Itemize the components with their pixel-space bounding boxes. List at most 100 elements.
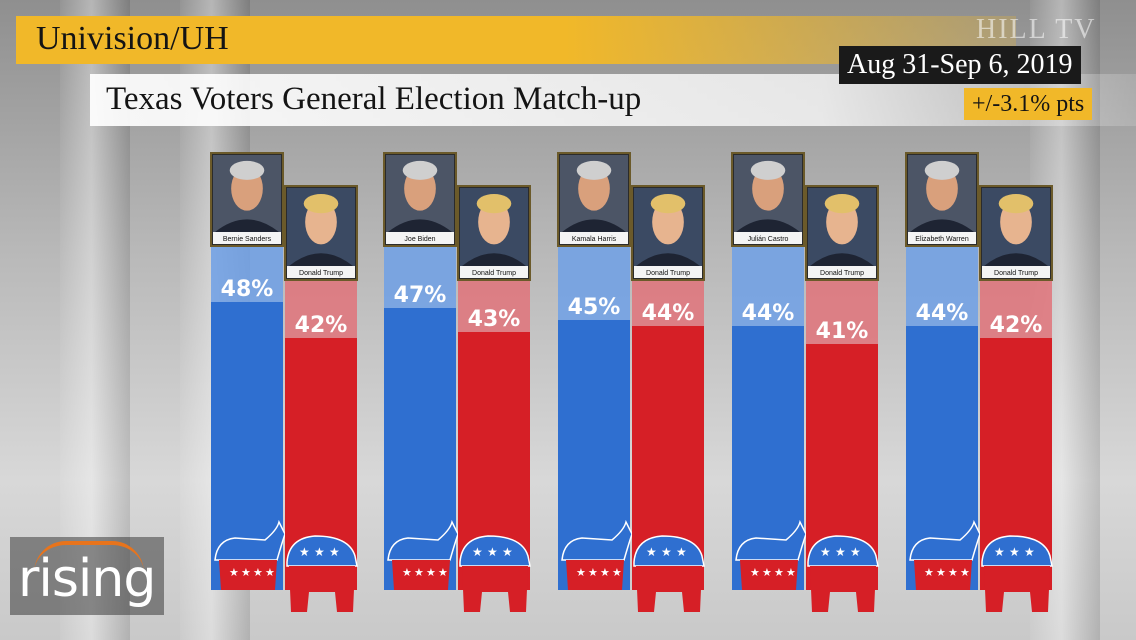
dem-2-portrait: Joe Biden bbox=[383, 152, 457, 247]
dem-1-value-label: 48% bbox=[221, 277, 274, 302]
dem-5-value-label: 44% bbox=[916, 301, 969, 326]
dem-1-name-label: Bernie Sanders bbox=[223, 236, 272, 243]
rep-2-elephant-star: ★ bbox=[472, 545, 483, 559]
dem-5-hair bbox=[924, 160, 960, 180]
rep-3-suit bbox=[636, 253, 700, 266]
dem-1-portrait: Bernie Sanders bbox=[210, 152, 284, 247]
rep-1-elephant-star: ★ bbox=[314, 545, 325, 559]
dem-4-donkey-body bbox=[735, 519, 807, 561]
rep-5-elephant-legs bbox=[984, 566, 1050, 612]
dem-2-donkey-legs bbox=[392, 560, 450, 590]
rep-5-name-label: Donald Trump bbox=[994, 270, 1038, 277]
dem-1-hair bbox=[229, 160, 265, 180]
dem-2-value-label: 47% bbox=[394, 283, 447, 308]
dem-2-donkey-star: ★ bbox=[426, 566, 436, 579]
dem-1-donkey-star: ★ bbox=[253, 566, 263, 579]
rep-5-value-label: 42% bbox=[990, 313, 1043, 338]
rep-4-suit bbox=[810, 253, 874, 266]
rep-2-elephant-body bbox=[459, 535, 531, 567]
rep-5-elephant-star: ★ bbox=[994, 545, 1005, 559]
dem-2-hair bbox=[402, 160, 438, 180]
rep-3-elephant-body bbox=[633, 535, 705, 567]
dem-3-donkey-star: ★ bbox=[576, 566, 586, 579]
dem-4-donkey-star: ★ bbox=[774, 566, 784, 579]
rep-4-name-plate bbox=[808, 266, 876, 278]
dem-3-hair bbox=[576, 160, 612, 180]
rep-1-elephant-star: ★ bbox=[299, 545, 310, 559]
dem-4-donkey-star: ★ bbox=[786, 566, 796, 579]
dem-1-donkey-legs bbox=[219, 560, 277, 590]
rep-5-suit bbox=[984, 253, 1048, 266]
dem-5-donkey-icon: ★ ★ ★ ★ bbox=[909, 519, 981, 590]
dem-3-donkey-star: ★ bbox=[612, 566, 622, 579]
rep-2-suit bbox=[462, 253, 526, 266]
rep-3-portrait: Donald Trump bbox=[631, 185, 705, 281]
dem-2-suit bbox=[388, 219, 452, 232]
dem-4-name-label: Julián Castro bbox=[748, 236, 789, 243]
rep-5-elephant-body bbox=[981, 535, 1053, 567]
rep-2-elephant-icon: ★ ★ ★ bbox=[459, 535, 531, 612]
dem-3-portrait: Kamala Harris bbox=[557, 152, 631, 247]
rep-3-elephant-star: ★ bbox=[661, 545, 672, 559]
rep-3-name-plate bbox=[634, 266, 702, 278]
rep-2-elephant-legs bbox=[462, 566, 528, 612]
dem-5-name-label: Elizabeth Warren bbox=[915, 236, 969, 243]
dem-5-name-plate bbox=[908, 232, 976, 244]
rep-1-elephant-icon: ★ ★ ★ bbox=[286, 535, 358, 612]
rep-2-elephant-star: ★ bbox=[502, 545, 513, 559]
chart-title: Texas Voters General Election Match-up bbox=[106, 81, 642, 117]
rep-4-name-label: Donald Trump bbox=[820, 270, 864, 277]
rep-1-name-label: Donald Trump bbox=[299, 270, 343, 277]
dem-1-donkey-icon: ★ ★ ★ ★ bbox=[214, 519, 286, 590]
rep-4-elephant-star: ★ bbox=[820, 545, 831, 559]
rep-3-hair bbox=[650, 194, 686, 214]
dem-5-donkey-star: ★ bbox=[924, 566, 934, 579]
dem-3-value-label: 45% bbox=[568, 295, 621, 320]
dem-4-suit bbox=[736, 219, 800, 232]
rep-3-elephant-icon: ★ ★ ★ bbox=[633, 535, 705, 612]
rep-4-value-label: 41% bbox=[816, 319, 869, 344]
rep-1-elephant-body bbox=[286, 535, 358, 567]
dem-1-suit bbox=[215, 219, 279, 232]
dem-4-donkey-legs bbox=[740, 560, 798, 590]
dem-2-name-label: Joe Biden bbox=[404, 236, 435, 243]
date-range: Aug 31-Sep 6, 2019 bbox=[839, 46, 1081, 84]
rep-2-portrait: Donald Trump bbox=[457, 185, 531, 281]
rep-2-name-plate bbox=[460, 266, 528, 278]
rep-5-elephant-star: ★ bbox=[1024, 545, 1035, 559]
dem-4-donkey-icon: ★ ★ ★ ★ bbox=[735, 519, 807, 590]
rep-1-value-label: 42% bbox=[295, 313, 348, 338]
dem-3-name-label: Kamala Harris bbox=[572, 236, 617, 243]
dem-3-name-plate bbox=[560, 232, 628, 244]
rep-2-elephant-star: ★ bbox=[487, 545, 498, 559]
dem-4-donkey-star: ★ bbox=[762, 566, 772, 579]
rep-4-hair bbox=[824, 194, 860, 214]
dem-4-name-plate bbox=[734, 232, 802, 244]
rep-5-elephant-icon: ★ ★ ★ bbox=[981, 535, 1053, 612]
rep-5-elephant-star: ★ bbox=[1009, 545, 1020, 559]
rep-5-hair bbox=[998, 194, 1034, 214]
dem-3-suit bbox=[562, 219, 626, 232]
dem-2-donkey-icon: ★ ★ ★ ★ bbox=[387, 519, 459, 590]
logo-arc bbox=[34, 541, 144, 573]
dem-5-portrait: Elizabeth Warren bbox=[905, 152, 979, 247]
dem-5-donkey-star: ★ bbox=[936, 566, 946, 579]
rep-1-suit bbox=[289, 253, 353, 266]
rep-2-hair bbox=[476, 194, 512, 214]
rep-5-name-plate bbox=[982, 266, 1050, 278]
rep-1-elephant-star: ★ bbox=[329, 545, 340, 559]
dem-4-portrait: Julián Castro bbox=[731, 152, 805, 247]
rep-4-elephant-body bbox=[807, 535, 879, 567]
dem-2-donkey-star: ★ bbox=[438, 566, 448, 579]
rep-1-elephant-legs bbox=[289, 566, 355, 612]
rep-3-name-label: Donald Trump bbox=[646, 270, 690, 277]
rep-3-elephant-legs bbox=[636, 566, 702, 612]
rep-1-portrait: Donald Trump bbox=[284, 185, 358, 281]
rep-4-elephant-star: ★ bbox=[850, 545, 861, 559]
dem-3-donkey-legs bbox=[566, 560, 624, 590]
rep-4-portrait: Donald Trump bbox=[805, 185, 879, 281]
dem-3-donkey-icon: ★ ★ ★ ★ bbox=[561, 519, 633, 590]
dem-3-donkey-body bbox=[561, 519, 633, 561]
dem-5-suit bbox=[910, 219, 974, 232]
